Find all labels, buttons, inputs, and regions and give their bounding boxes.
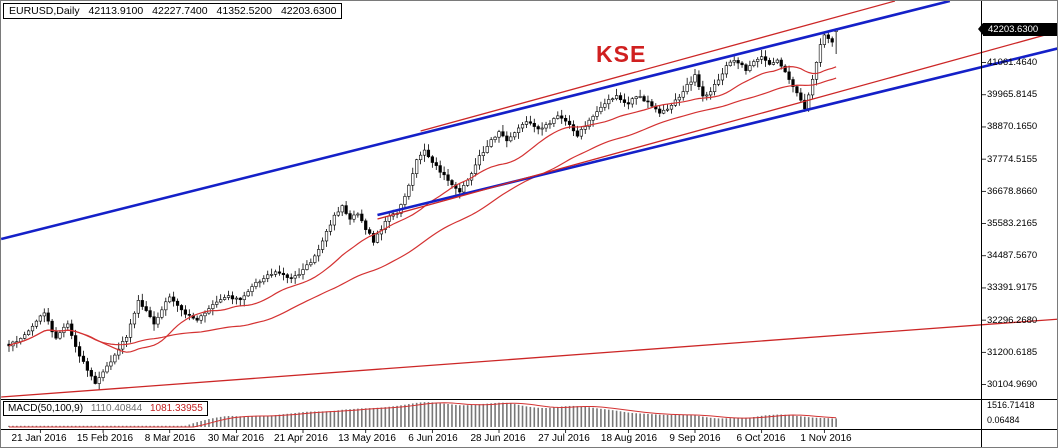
date-axis-label: 6 Jun 2016 <box>408 433 458 444</box>
price-axis-label: 41061.4640 <box>987 57 1038 68</box>
date-axis-label: 9 Sep 2016 <box>669 433 721 444</box>
current-price-tag: 42203.6300 <box>978 23 1057 36</box>
price-axis-label: 31200.6185 <box>987 347 1038 358</box>
date-axis-label: 15 Feb 2016 <box>76 433 134 444</box>
candlestick-layer <box>7 28 838 390</box>
date-axis-label: 30 Mar 2016 <box>207 433 265 444</box>
ohlc-readout: EURUSD,Daily 42113.9100 42227.7400 41352… <box>3 3 343 19</box>
price-axis-label: 37774.5155 <box>987 154 1038 165</box>
chart-annotation-kse: KSE <box>596 41 647 67</box>
date-axis-label: 13 May 2016 <box>338 433 396 444</box>
moving-average-lines <box>8 66 837 353</box>
date-axis-label: 21 Apr 2016 <box>274 433 328 444</box>
macd-main-value: 1110.40844 <box>90 403 143 414</box>
date-axis-label: 18 Aug 2016 <box>600 433 658 444</box>
date-axis-label: 21 Jan 2016 <box>11 433 67 444</box>
macd-signal-value: 1081.33955 <box>149 403 203 414</box>
trendlines-layer <box>1 1 1057 398</box>
price-axis-label: 39965.8145 <box>987 89 1038 100</box>
macd-name: MACD(50,100,9) <box>8 403 84 414</box>
low-value: 41352.5200 <box>216 5 273 17</box>
date-axis-label: 8 Mar 2016 <box>144 433 196 444</box>
price-axis-label: 38870.1650 <box>987 121 1038 132</box>
date-axis-label: 27 Jul 2016 <box>538 433 590 444</box>
price-axis-label: 36678.8660 <box>987 186 1038 197</box>
price-axis-label: 32296.2680 <box>987 315 1038 326</box>
macd-axis-label: 1516.71418 <box>987 400 1035 410</box>
date-axis-label: 28 Jun 2016 <box>470 433 526 444</box>
macd-readout: MACD(50,100,9) 1110.40844 1081.33955 <box>3 401 208 416</box>
current-price-value: 42203.6300 <box>988 24 1039 35</box>
price-tag-arrow-icon <box>978 23 983 35</box>
price-axis-label: 30104.9690 <box>987 379 1038 390</box>
date-axis-label: 6 Oct 2016 <box>736 433 786 444</box>
symbol-period-label: EURUSD,Daily <box>9 5 80 17</box>
close-value: 42203.6300 <box>280 5 337 17</box>
macd-panel <box>8 402 837 428</box>
open-value: 42113.9100 <box>88 5 144 17</box>
high-value: 42227.7400 <box>152 5 208 17</box>
macd-axis-label: 0.06484 <box>987 415 1020 425</box>
date-axis-label: 1 Nov 2016 <box>800 433 852 444</box>
price-axis-label: 34487.5670 <box>987 250 1038 261</box>
price-axis-label: 35583.2165 <box>987 218 1038 229</box>
price-axis-label: 33391.9175 <box>987 282 1038 293</box>
